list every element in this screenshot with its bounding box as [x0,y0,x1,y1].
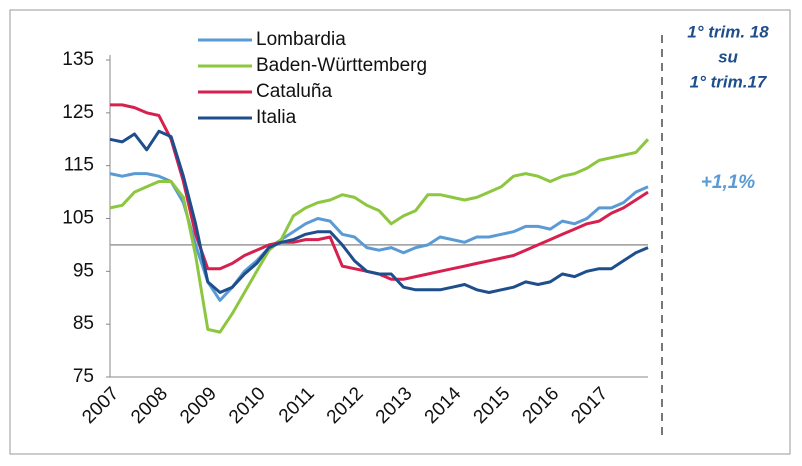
x-tick-label: 2013 [372,383,417,428]
y-tick-label: 75 [73,366,94,387]
legend-label: Cataluña [256,81,332,102]
annotation: +1,1% [701,172,756,193]
legend-label: Lombardia [256,29,346,50]
x-tick-label: 2009 [176,383,221,428]
annotation: su [718,47,738,66]
x-tick-label: 2010 [225,383,270,428]
x-tick-label: 2011 [275,383,319,427]
annotation: 1° trim.17 [690,72,768,91]
legend-label: Italia [256,107,297,128]
x-tick-label: 2017 [567,383,612,428]
y-tick-label: 125 [62,102,94,123]
x-tick-label: 2014 [421,383,466,428]
y-tick-label: 105 [62,208,94,229]
series-line [109,172,649,302]
y-tick-label: 85 [73,313,94,334]
x-tick-label: 2007 [78,383,123,428]
y-tick-label: 135 [62,49,94,70]
annotation: 1° trim. 18 [687,22,769,41]
series-line [109,138,650,334]
series-line [109,129,649,294]
x-tick-label: 2016 [519,383,564,428]
y-tick-label: 95 [73,260,94,281]
y-tick-label: 115 [64,155,94,176]
frame [9,9,791,455]
x-tick-label: 2012 [323,383,368,428]
x-tick-label: 2015 [470,383,515,428]
x-tick-label: 2008 [127,383,172,428]
series-line [110,103,649,281]
legend-label: Baden-Württemberg [256,55,427,76]
